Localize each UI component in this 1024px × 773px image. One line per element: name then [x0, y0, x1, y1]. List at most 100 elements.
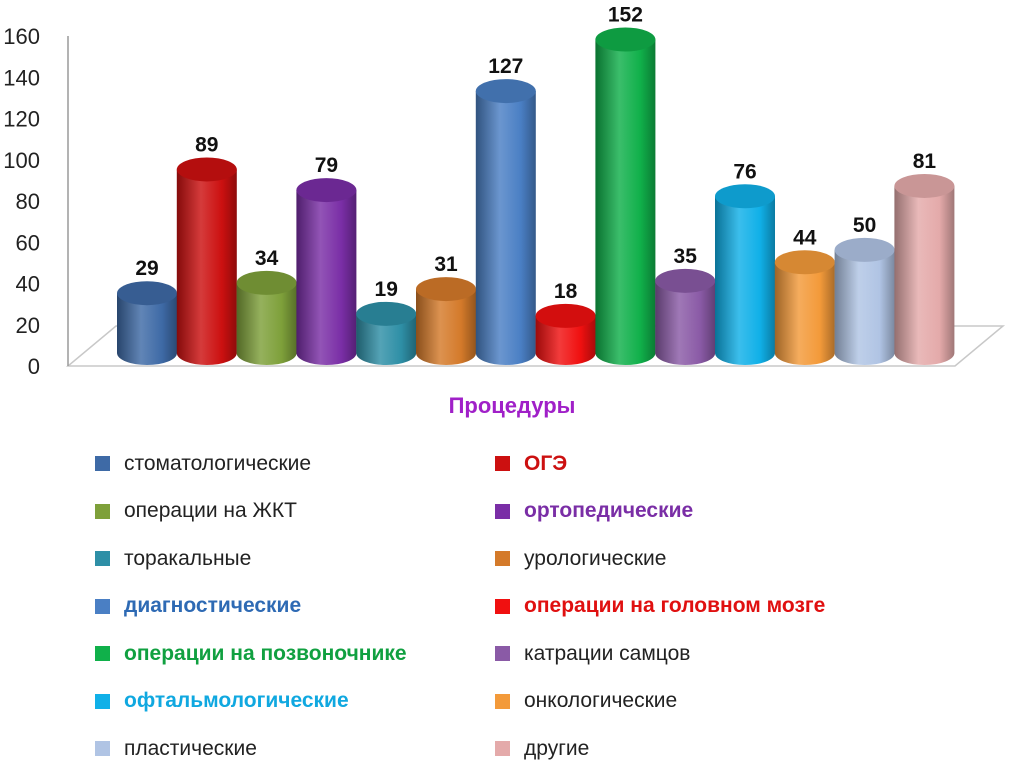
bar-top: [595, 27, 656, 52]
legend-item: операции на позвоночнике: [95, 630, 495, 678]
y-tick-label: 160: [3, 24, 40, 49]
legend-swatch: [95, 646, 110, 662]
bar: [475, 79, 536, 365]
bar-top: [655, 268, 716, 293]
x-axis-label: Процедуры: [449, 393, 576, 418]
bar: [117, 281, 177, 365]
legend-item: урологические: [495, 535, 975, 583]
legend-label: онкологические: [524, 689, 678, 713]
legend-label: ортопедические: [524, 499, 694, 523]
legend-label: урологические: [524, 546, 667, 570]
legend: стоматологические ОГЭ операции на ЖКТ ортоп…: [95, 440, 995, 773]
data-label: 79: [315, 154, 338, 177]
data-label: 152: [608, 4, 643, 27]
legend-swatch: [95, 551, 110, 567]
bar-top: [535, 303, 596, 328]
legend-item: онкологические: [495, 678, 975, 726]
bar-body: [356, 313, 417, 365]
y-tick-label: 0: [28, 354, 40, 379]
legend-label: операции на позвоночнике: [124, 641, 407, 665]
bar-body: [236, 282, 297, 365]
bar-body: [595, 39, 656, 365]
bar-top: [834, 237, 895, 262]
bar: [655, 268, 716, 365]
bar-top: [117, 281, 177, 306]
y-tick-label: 80: [16, 189, 40, 214]
bar-body: [894, 185, 955, 365]
bar: [715, 184, 775, 365]
bar: [236, 270, 297, 365]
legend-swatch: [495, 693, 510, 709]
legend-label: диагностические: [124, 594, 302, 618]
bar: [894, 173, 955, 365]
legend-swatch: [495, 741, 510, 757]
y-tick-label: 100: [3, 148, 40, 173]
legend-label: офтальмологические: [124, 689, 349, 713]
bar-top: [176, 157, 237, 182]
bar: [296, 178, 357, 365]
legend-item: катрации самцов: [495, 630, 975, 678]
legend-item: стоматологические: [95, 440, 495, 488]
legend-label: стоматологические: [124, 451, 312, 475]
data-label: 44: [793, 226, 817, 249]
bar-top: [715, 184, 775, 209]
legend-item: пластические: [95, 725, 495, 773]
legend-swatch: [495, 551, 510, 567]
data-label: 127: [488, 55, 523, 78]
bar-body: [655, 280, 716, 365]
y-tick-label: 140: [3, 65, 40, 90]
bar: [176, 157, 237, 365]
bar-top: [236, 270, 297, 295]
legend-item: ОГЭ: [495, 440, 975, 488]
bar-chart: 0 20 40 60 80 100 120 140 160 29 89 34 79 19 31 127 18 1…: [3, 4, 1006, 418]
bar-body: [416, 289, 476, 365]
legend-label: катрации самцов: [524, 641, 691, 665]
data-label: 76: [733, 160, 756, 183]
legend-swatch: [95, 741, 110, 757]
legend-item: диагностические: [95, 583, 495, 631]
legend-swatch: [95, 503, 110, 519]
bar-top: [475, 79, 536, 104]
legend-swatch: [495, 646, 510, 662]
legend-label: пластические: [124, 736, 257, 760]
y-tick-label: 60: [16, 230, 40, 255]
bar-top: [356, 301, 417, 326]
legend-swatch: [495, 456, 510, 472]
bar: [774, 250, 835, 365]
legend-swatch: [95, 456, 110, 472]
data-label: 19: [375, 278, 398, 301]
bar-top: [894, 173, 955, 198]
bar-top: [296, 178, 357, 203]
bar-top: [774, 250, 835, 275]
bar-body: [176, 169, 237, 365]
legend-label: другие: [524, 736, 590, 760]
legend-label: торакальные: [124, 546, 252, 570]
legend-swatch: [95, 693, 110, 709]
legend-label: операции на ЖКТ: [124, 499, 297, 523]
legend-item: ортопедические: [495, 488, 975, 536]
bar-body: [774, 262, 835, 365]
data-label: 89: [195, 133, 218, 156]
legend-item: операции на ЖКТ: [95, 488, 495, 536]
data-label: 81: [913, 150, 937, 173]
data-label: 50: [853, 214, 876, 237]
bar-body: [117, 293, 177, 365]
legend-swatch: [495, 598, 510, 614]
bar-body: [296, 190, 357, 365]
bar: [535, 303, 596, 365]
legend-item: торакальные: [95, 535, 495, 583]
data-label: 31: [434, 253, 458, 276]
bar: [834, 237, 895, 365]
legend-item: офтальмологические: [95, 678, 495, 726]
data-label: 34: [255, 247, 279, 270]
legend-item: операции на головном мозге: [495, 583, 975, 631]
y-tick-label: 20: [16, 313, 40, 338]
bar: [416, 277, 476, 365]
bar-body: [834, 249, 895, 365]
bar: [356, 301, 417, 365]
legend-item: другие: [495, 725, 975, 773]
data-label: 29: [135, 257, 158, 280]
bar-body: [715, 196, 775, 365]
legend-label: операции на головном мозге: [524, 594, 826, 618]
y-tick-label: 40: [16, 272, 40, 297]
